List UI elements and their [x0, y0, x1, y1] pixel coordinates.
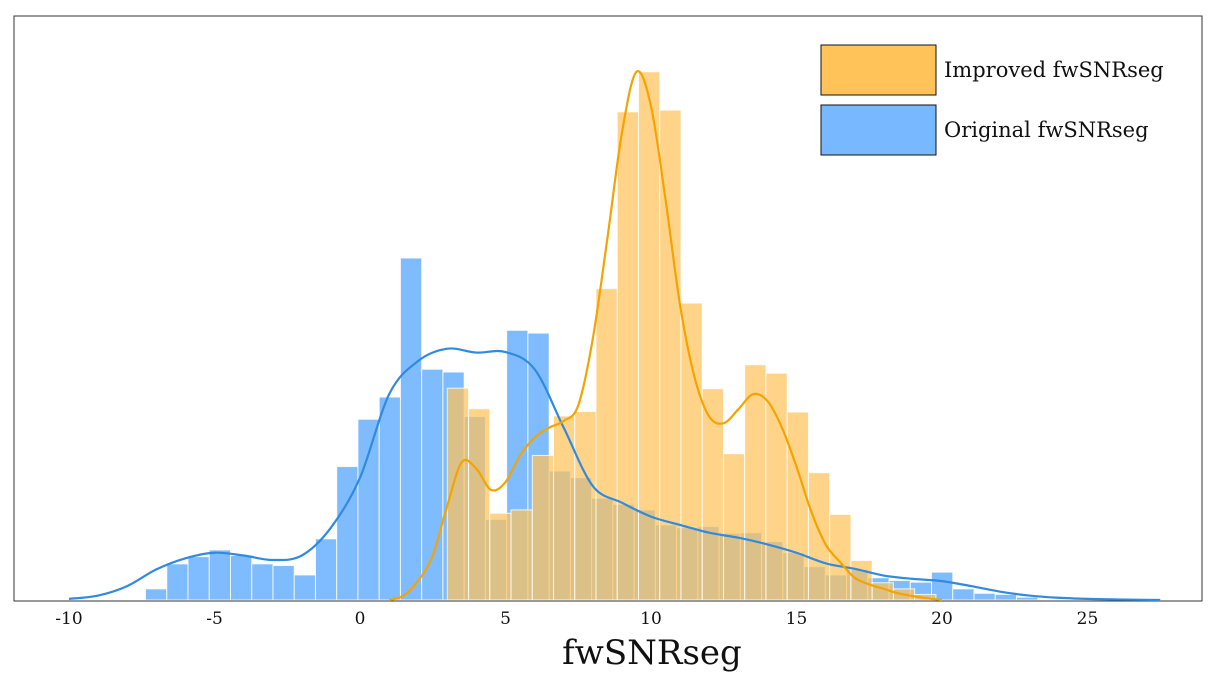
original-legend-label: Original fwSNRseg: [944, 118, 1149, 142]
original-bar-13: [421, 368, 444, 601]
improved-bar-9: [637, 71, 661, 601]
original-bar-8: [314, 538, 338, 601]
improved-bar-13: [722, 453, 746, 601]
x-tick-label-0: -10: [55, 609, 82, 629]
original-bar-40: [994, 593, 1017, 601]
improved-bar-11: [680, 302, 703, 601]
improved-legend-label: Improved fwSNRseg: [944, 58, 1164, 82]
improved-bar-14: [744, 364, 767, 601]
original-bar-11: [378, 396, 401, 601]
improved-bar-8: [616, 111, 639, 601]
original-bar-2: [187, 556, 210, 601]
kde-curves: [68, 70, 1161, 602]
original-bar-41: [1016, 596, 1039, 601]
improved-histogram-bars: [446, 71, 937, 601]
original-bar-6: [272, 565, 295, 601]
improved-bar-1: [468, 408, 491, 601]
improved-legend-swatch: [820, 44, 937, 96]
improved-bar-15: [765, 372, 788, 601]
original-bar-7: [293, 574, 316, 601]
x-axis-title: fwSNRseg: [562, 633, 742, 673]
original-bar-5: [251, 563, 274, 601]
improved-bar-6: [574, 411, 597, 601]
x-tick-label-7: 25: [1077, 609, 1099, 629]
x-tick-label-2: 0: [355, 609, 366, 629]
legend: Improved fwSNRseg Original fwSNRseg: [820, 44, 1164, 156]
improved-bar-19: [850, 560, 873, 601]
original-bar-0: [145, 588, 168, 601]
improved-bar-2: [489, 512, 512, 601]
original-bar-10: [357, 418, 380, 601]
x-tick-label-3: 5: [500, 609, 511, 629]
improved-bar-7: [595, 288, 618, 601]
original-bar-3: [208, 549, 231, 601]
original-legend-swatch: [820, 104, 937, 156]
x-tick-label-1: -5: [206, 609, 223, 629]
improved-bar-17: [807, 472, 831, 601]
improved-kde-line: [388, 70, 943, 602]
x-axis-ticks: -10 -5 0 5 10 15 20 25: [55, 609, 1098, 629]
original-kde-line: [68, 347, 1161, 602]
improved-bar-4: [531, 454, 555, 601]
original-bar-37: [931, 571, 954, 601]
improved-bar-16: [786, 411, 809, 601]
original-bar-1: [166, 563, 189, 601]
x-tick-label-6: 20: [931, 609, 953, 629]
x-tick-label-4: 10: [640, 609, 662, 629]
improved-bar-3: [510, 509, 533, 601]
improved-bar-18: [829, 513, 852, 601]
x-tick-label-5: 15: [786, 609, 808, 629]
original-bar-38: [952, 588, 975, 601]
original-bar-12: [399, 257, 423, 601]
original-bar-39: [973, 592, 996, 601]
original-bar-4: [230, 555, 253, 601]
